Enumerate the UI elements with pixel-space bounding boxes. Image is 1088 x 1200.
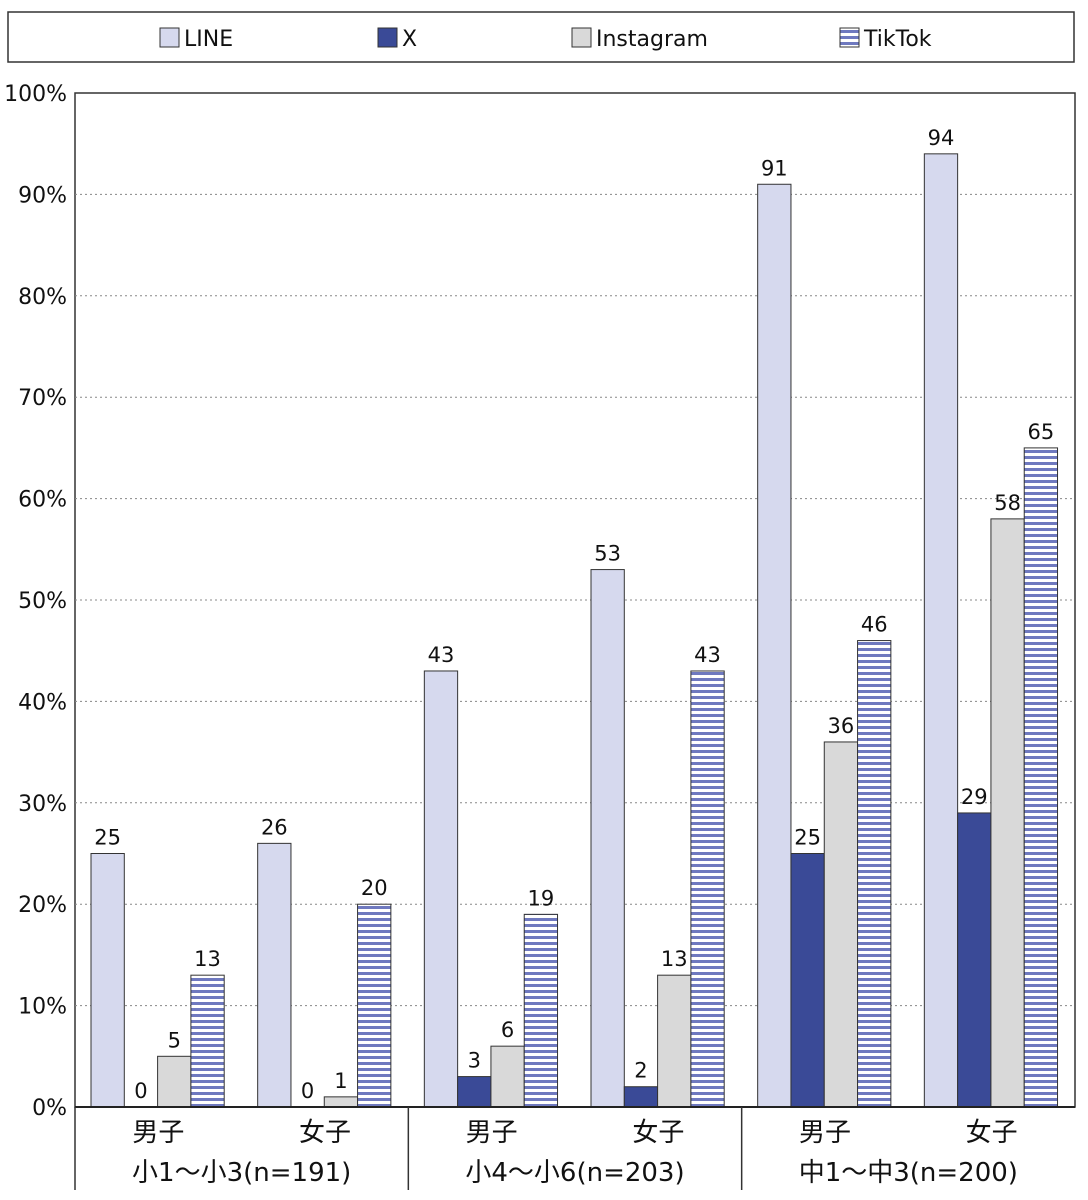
- y-tick-label: 100%: [4, 82, 67, 107]
- data-label: 19: [528, 886, 555, 910]
- bar: [357, 903, 392, 1108]
- y-tick-label: 70%: [18, 386, 67, 411]
- bar: [590, 569, 625, 1108]
- data-label: 2: [634, 1059, 647, 1083]
- data-label: 1: [334, 1069, 347, 1093]
- bar: [490, 1045, 525, 1108]
- data-label: 0: [301, 1079, 314, 1103]
- data-label: 6: [501, 1018, 514, 1042]
- legend-swatch: [571, 27, 592, 48]
- bar: [857, 640, 892, 1108]
- data-label: 0: [134, 1079, 147, 1103]
- data-label: 25: [94, 826, 121, 850]
- legend-label: Instagram: [596, 27, 708, 52]
- group-label: 小4～小6(n=203): [465, 1158, 684, 1188]
- bar: [690, 670, 725, 1108]
- bar: [190, 974, 225, 1108]
- data-label: 3: [468, 1049, 481, 1073]
- y-tick-label: 0%: [32, 1096, 67, 1121]
- bar: [823, 741, 859, 1108]
- category-label: 男子: [799, 1118, 851, 1148]
- y-tick-label: 60%: [18, 488, 67, 513]
- y-tick-label: 20%: [18, 893, 67, 918]
- bar: [157, 1055, 192, 1108]
- bar: [323, 1096, 359, 1108]
- bar: [623, 1086, 659, 1108]
- legend: LINE X Instagram TikTok: [7, 11, 1075, 63]
- data-label: 25: [794, 826, 821, 850]
- legend-swatch: [839, 27, 860, 48]
- bars: [90, 153, 1059, 1108]
- data-label: 36: [828, 714, 855, 738]
- data-label: 58: [994, 491, 1021, 515]
- bar: [257, 842, 292, 1108]
- category-label: 男子: [132, 1118, 184, 1148]
- y-tick-label: 90%: [18, 183, 67, 208]
- category-label: 男子: [466, 1118, 518, 1148]
- legend-swatch: [159, 27, 180, 48]
- bar: [957, 812, 992, 1108]
- data-label: 94: [928, 126, 955, 150]
- data-label: 53: [594, 542, 621, 566]
- legend-label: LINE: [184, 27, 233, 52]
- data-label: 29: [961, 785, 988, 809]
- y-tick-label: 80%: [18, 285, 67, 310]
- category-label: 女子: [966, 1118, 1018, 1148]
- group-label: 中1～中3(n=200): [799, 1158, 1018, 1188]
- data-label: 46: [861, 613, 888, 637]
- category-label: 女子: [632, 1118, 684, 1148]
- y-tick-label: 50%: [18, 589, 67, 614]
- legend-box: [7, 11, 1075, 63]
- bar: [423, 670, 459, 1108]
- data-label: 43: [694, 643, 721, 667]
- bar: [523, 913, 559, 1108]
- y-tick-label: 40%: [18, 690, 67, 715]
- data-label: 13: [661, 947, 688, 971]
- legend-label: TikTok: [863, 27, 932, 52]
- data-label: 91: [761, 156, 788, 180]
- axes: 0% 10% 20% 30% 40% 50% 60% 70% 80% 90% 100%: [4, 82, 1075, 1121]
- bar: [90, 853, 125, 1108]
- bar: [990, 518, 1025, 1108]
- data-label: 20: [361, 876, 388, 900]
- legend-swatch: [377, 27, 398, 48]
- bar: [1023, 447, 1059, 1108]
- data-label: 5: [168, 1028, 181, 1052]
- category-label: 女子: [299, 1118, 351, 1148]
- bar: [757, 183, 792, 1108]
- bar: [790, 853, 825, 1108]
- group-label: 小1～小3(n=191): [132, 1158, 351, 1188]
- data-label: 65: [1028, 420, 1055, 444]
- bar: [923, 153, 959, 1108]
- bar: [457, 1076, 492, 1108]
- y-tick-label: 30%: [18, 792, 67, 817]
- gridlines: [75, 193, 1075, 1007]
- data-label: 13: [194, 947, 221, 971]
- y-tick-label: 10%: [18, 995, 67, 1020]
- data-label: 26: [261, 815, 288, 839]
- data-label: 43: [428, 643, 455, 667]
- legend-label: X: [402, 27, 417, 52]
- bar: [657, 974, 692, 1108]
